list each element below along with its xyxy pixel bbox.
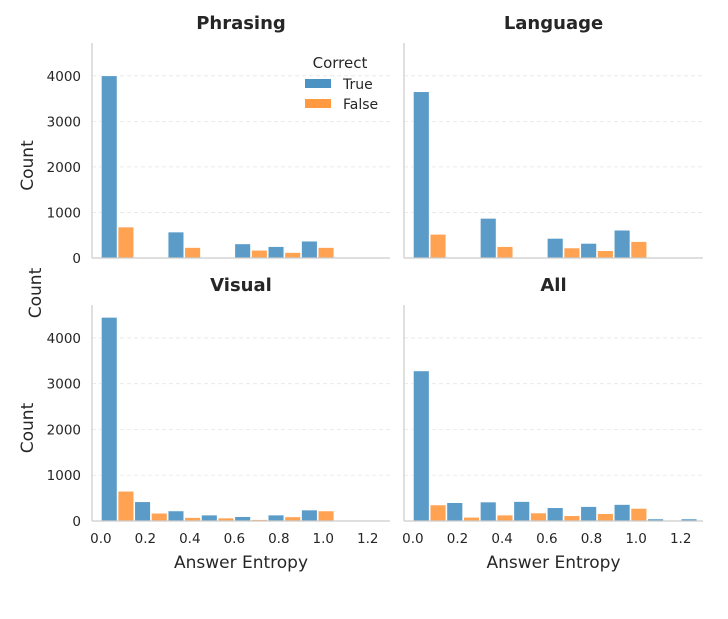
x-tick-label: 0.4 <box>491 531 512 547</box>
x-tick-label: 0.4 <box>179 531 200 547</box>
x-tick-label: 0.2 <box>447 531 468 547</box>
bar-true <box>613 504 631 522</box>
bar-false <box>563 515 581 522</box>
bar-true <box>513 501 530 522</box>
x-tick-label: 1.2 <box>357 531 378 547</box>
bar-true <box>547 507 564 522</box>
legend-title: Correct <box>313 54 368 72</box>
bar-true <box>301 509 318 522</box>
bar-true <box>201 514 218 522</box>
bar-false <box>429 234 447 259</box>
bar-false <box>117 226 135 259</box>
x-tick-label: 1.0 <box>313 531 334 547</box>
y-tick-label: 3000 <box>47 377 81 393</box>
x-tick-label: 0.6 <box>536 531 557 547</box>
panel-title: Visual <box>210 275 272 296</box>
x-axis-label: Answer Entropy <box>174 553 308 573</box>
x-tick-label: 1.0 <box>625 531 646 547</box>
legend-label: False <box>343 97 378 113</box>
bar-true <box>480 501 497 522</box>
bar-true <box>234 243 251 259</box>
legend-label: True <box>342 77 373 93</box>
bar-true <box>580 243 597 259</box>
bar-true <box>167 510 185 522</box>
y-tick-label: 4000 <box>47 331 81 347</box>
y-tick-label: 2000 <box>47 160 81 176</box>
bar-false <box>597 513 614 522</box>
x-tick-label: 0.8 <box>581 531 602 547</box>
y-axis-label: Count <box>18 140 38 191</box>
bar-false <box>317 247 335 259</box>
y-tick-label: 2000 <box>47 422 81 438</box>
y-tick-label: 3000 <box>47 114 81 130</box>
bar-true <box>234 516 251 522</box>
bar-false <box>630 508 648 522</box>
bar-true <box>101 317 118 522</box>
y-tick-label: 1000 <box>47 205 81 221</box>
bar-true <box>413 91 430 259</box>
bar-false <box>530 512 547 522</box>
bar-true <box>167 231 185 259</box>
bar-true <box>267 514 285 522</box>
x-tick-label: 0.8 <box>268 531 289 547</box>
y-tick-label: 0 <box>72 251 81 267</box>
legend-swatch-false <box>305 99 331 108</box>
y-axis-label: Count <box>18 402 38 453</box>
legend-swatch-true <box>305 79 331 88</box>
bar-false <box>496 246 514 259</box>
bar-false <box>563 247 581 259</box>
y-tick-label: 0 <box>72 514 81 530</box>
bar-false <box>251 249 268 259</box>
bar-true <box>446 502 463 522</box>
bar-true <box>613 229 631 259</box>
bar-false <box>597 250 614 259</box>
bar-false <box>496 514 514 522</box>
bar-true <box>547 238 564 259</box>
bar-true <box>580 506 597 522</box>
x-tick-label: 0.0 <box>90 531 111 547</box>
bar-false <box>284 516 301 522</box>
bar-true <box>480 218 497 259</box>
bar-true <box>267 246 285 259</box>
x-tick-label: 1.2 <box>670 531 691 547</box>
panel-title: All <box>540 275 566 296</box>
bar-false <box>117 490 135 522</box>
bar-true <box>101 75 118 259</box>
x-tick-label: 0.0 <box>402 531 423 547</box>
bar-true <box>301 240 318 259</box>
bar-false <box>317 510 335 522</box>
shared-y-axis-label: Count <box>26 267 46 318</box>
bar-false <box>284 252 301 259</box>
bar-false <box>630 241 648 259</box>
x-axis-label: Answer Entropy <box>486 553 620 573</box>
bar-false <box>184 247 201 259</box>
x-tick-label: 0.6 <box>224 531 245 547</box>
bar-true <box>134 501 151 522</box>
x-tick-label: 0.2 <box>135 531 156 547</box>
y-tick-label: 4000 <box>47 69 81 85</box>
panel-title: Phrasing <box>196 13 286 34</box>
y-tick-label: 1000 <box>47 468 81 484</box>
bar-true <box>413 370 430 522</box>
panel-title: Language <box>504 13 603 34</box>
bar-false <box>429 504 447 522</box>
bar-false <box>151 512 168 522</box>
